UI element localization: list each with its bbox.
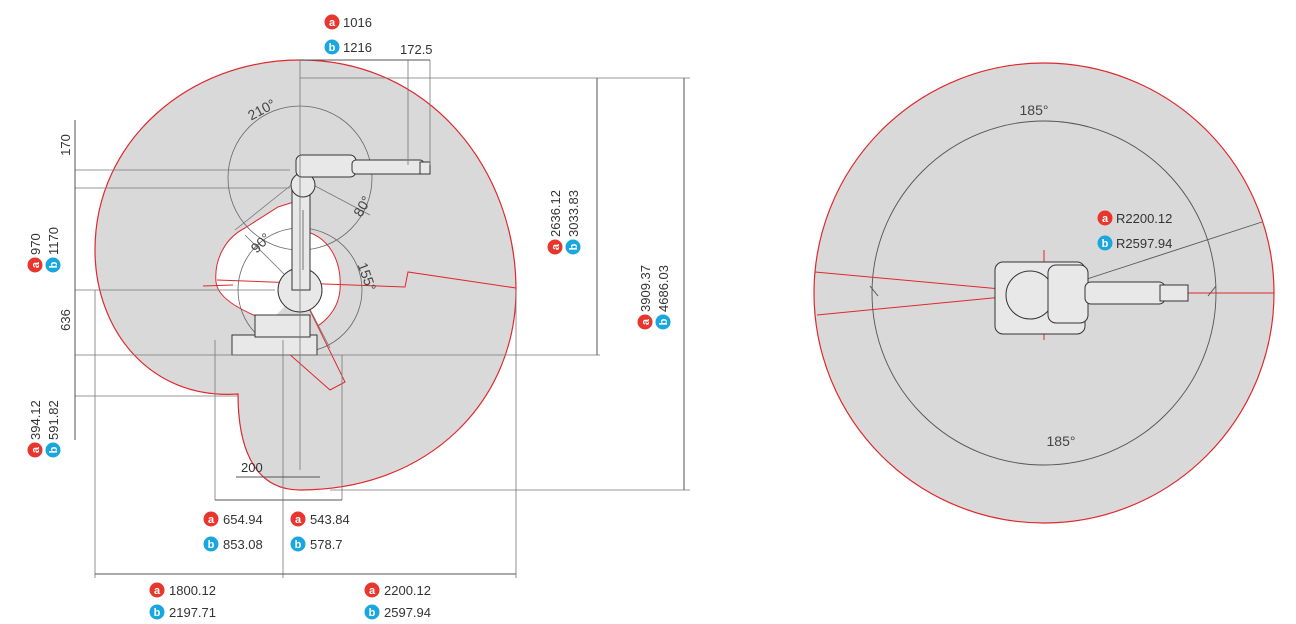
badge-a-label: a [640, 318, 652, 325]
badge-b-label: b [1102, 238, 1109, 250]
badge-a-label: a [550, 243, 562, 250]
badge-b-label: b [658, 318, 670, 325]
dim-bottom-right-outer-b: 2597.94 [384, 605, 431, 620]
badge-b-label: b [369, 607, 376, 619]
badge-a-label: a [295, 514, 302, 526]
badge-b-label: b [295, 539, 302, 551]
badge-b-label: b [154, 607, 161, 619]
top-angle-185-upper: 185° [1020, 102, 1049, 118]
dim-bottom-left-inner-a: 654.94 [223, 512, 263, 527]
dim-right-outer-b: 4686.03 [656, 265, 671, 312]
side-view: a 1016 b 1216 172.5 210° 80° 90° 155° 17… [27, 14, 690, 620]
dim-bottom-right-inner-a: 543.84 [310, 512, 350, 527]
dim-bottom-left-outer-a: 1800.12 [169, 583, 216, 598]
dim-top-a: 1016 [343, 15, 372, 30]
dim-right-inner-a: 2636.12 [548, 190, 563, 237]
dim-right-inner-b: 3033.83 [566, 190, 581, 237]
top-radius-a: R2200.12 [1116, 211, 1172, 226]
badge-a-label: a [329, 17, 336, 29]
badge-a-label: a [30, 261, 42, 268]
top-view: 185° 185° a R2200.12 b R2597.94 [813, 62, 1275, 524]
dim-bottom-right-outer-a: 2200.12 [384, 583, 431, 598]
dim-bottom-right-inner-b: 578.7 [310, 537, 343, 552]
side-robot [231, 154, 431, 356]
dim-left-636: 636 [58, 309, 73, 331]
badge-a-label: a [154, 585, 161, 597]
dim-bottom-left-outer-b: 2197.71 [169, 605, 216, 620]
dim-bottom-left-inner-b: 853.08 [223, 537, 263, 552]
dim-left-upper-b: 1170 [46, 227, 61, 255]
dim-left-lower-b: 591.82 [46, 400, 61, 440]
badge-b-label: b [208, 539, 215, 551]
dim-left-upper-a: 970 [28, 233, 43, 255]
badge-a-label: a [369, 585, 376, 597]
top-angle-185-lower: 185° [1047, 433, 1076, 449]
badge-b-label: b [568, 243, 580, 250]
dim-bottom-200: 200 [241, 460, 263, 475]
badge-b-label: b [48, 261, 60, 268]
badge-b-label: b [329, 42, 336, 54]
dim-right-outer-a: 3909.37 [638, 265, 653, 312]
top-robot [994, 261, 1189, 335]
dim-left-170: 170 [58, 134, 73, 156]
dim-left-lower-a: 394.12 [28, 400, 43, 440]
badge-a-label: a [30, 446, 42, 453]
dim-top-b: 1216 [343, 40, 372, 55]
dim-top-offset: 172.5 [400, 42, 433, 57]
top-radius-b: R2597.94 [1116, 236, 1172, 251]
badge-b-label: b [48, 446, 60, 453]
badge-a-label: a [1102, 213, 1109, 225]
badge-a-label: a [208, 514, 215, 526]
